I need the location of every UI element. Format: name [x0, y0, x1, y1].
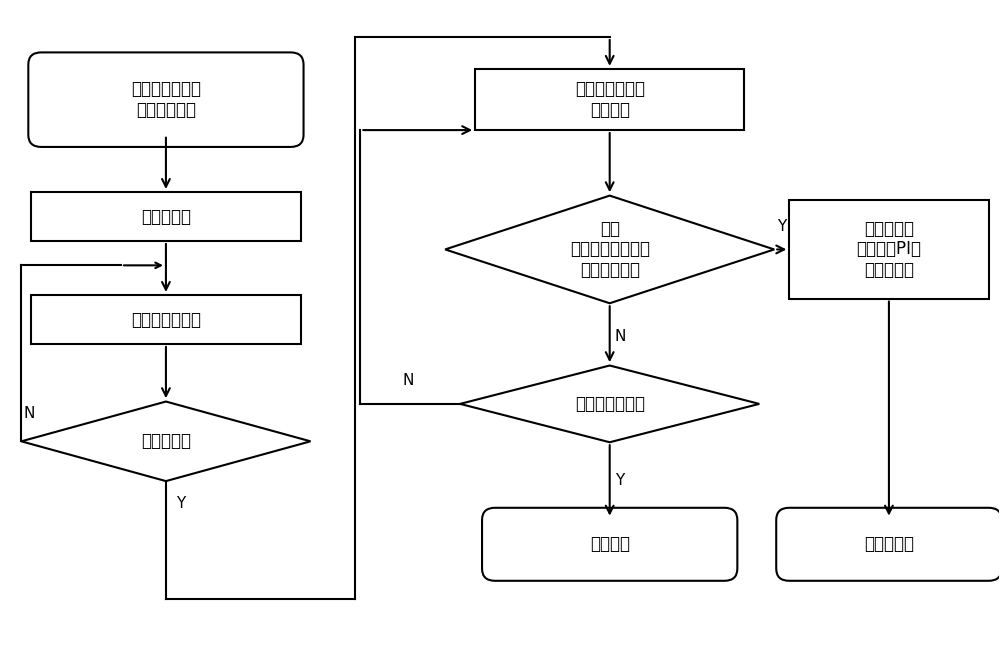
- Text: 对齐成功？: 对齐成功？: [141, 432, 191, 450]
- FancyBboxPatch shape: [776, 508, 1000, 581]
- Text: 返回主循环: 返回主循环: [864, 536, 914, 553]
- Text: Y: Y: [176, 495, 185, 511]
- Bar: [475, 69, 744, 130]
- Bar: [31, 295, 301, 344]
- Text: N: N: [23, 406, 35, 420]
- Text: 是否
能捕捉到稳定的反
电动势信号？: 是否 能捕捉到稳定的反 电动势信号？: [570, 220, 650, 279]
- Bar: [789, 200, 989, 299]
- Polygon shape: [21, 401, 311, 481]
- Text: 启动失败: 启动失败: [590, 536, 630, 553]
- Bar: [31, 192, 301, 241]
- Text: 变量初始化: 变量初始化: [141, 208, 191, 226]
- Text: 查表升频升压，
开环加速: 查表升频升压， 开环加速: [575, 80, 645, 119]
- Text: 开环加速结束？: 开环加速结束？: [575, 395, 645, 413]
- Text: N: N: [402, 373, 414, 388]
- Polygon shape: [445, 195, 774, 303]
- Text: 取转子对齐参数: 取转子对齐参数: [131, 311, 201, 328]
- Polygon shape: [460, 365, 759, 442]
- Text: N: N: [615, 329, 626, 344]
- Text: 切换为自同
步，进入PI闭
环调速环节: 切换为自同 步，进入PI闭 环调速环节: [856, 220, 921, 279]
- FancyBboxPatch shape: [482, 508, 737, 581]
- Text: Y: Y: [777, 218, 786, 234]
- Text: Y: Y: [615, 473, 624, 488]
- Text: 进入无霍尔模式
点击启动程序: 进入无霍尔模式 点击启动程序: [131, 80, 201, 119]
- FancyBboxPatch shape: [28, 53, 304, 147]
